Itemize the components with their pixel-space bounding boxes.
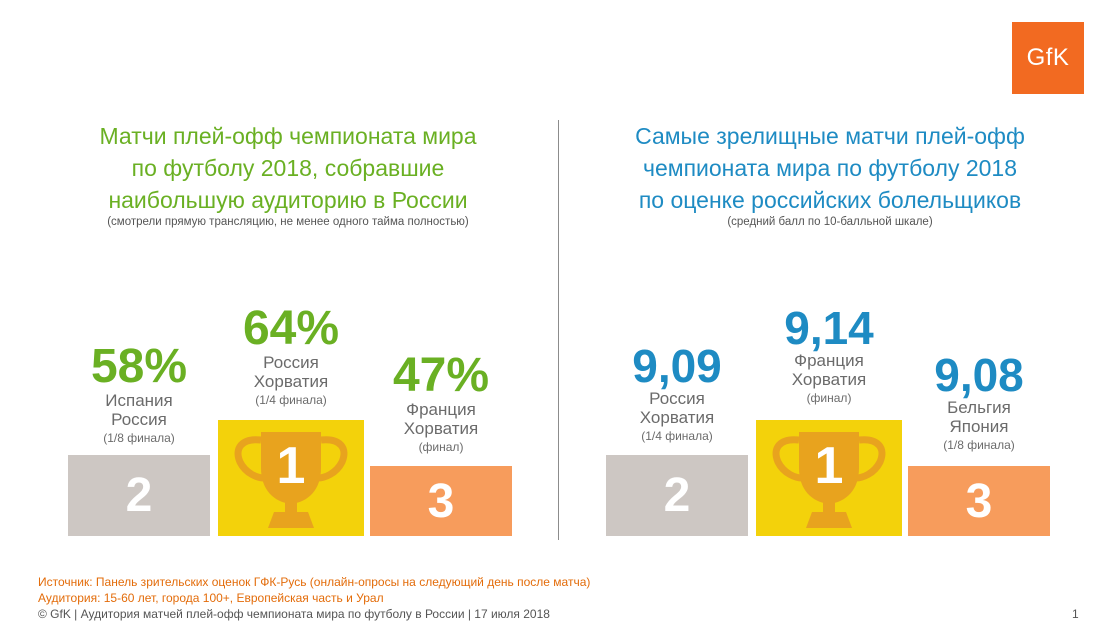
right-place-3-stage: (1/8 финала) — [943, 438, 1015, 452]
left-place-2-team1: Испания — [105, 391, 173, 410]
right-place-1-team1: Франция — [794, 351, 864, 370]
left-podium-2: 2 — [68, 455, 210, 536]
right-place-1-team2: Хорватия — [791, 370, 867, 389]
left-title: Матчи плей-офф чемпионата мира по футбол… — [38, 120, 538, 216]
right-podium-2: 2 — [606, 455, 748, 536]
right-place-1-value: 9,14 — [784, 302, 874, 354]
trophy-icon — [772, 432, 886, 528]
footer-copyright: © GfK | Аудитория матчей плей-офф чемпио… — [38, 607, 550, 621]
right-place-1-stage: (финал) — [806, 391, 852, 405]
right-place-3-value: 9,08 — [934, 349, 1024, 401]
right-podium-3: 3 — [908, 466, 1050, 536]
right-title-line-2: чемпионата мира по футболу 2018 — [642, 155, 1018, 181]
page-number: 1 — [1072, 607, 1079, 621]
right-place-3-team2: Япония — [949, 417, 1009, 436]
right-title-line-3: по оценке российских болельщиков — [638, 187, 1022, 213]
right-podium-3-rank: 3 — [965, 474, 993, 528]
trophy-icon — [234, 432, 348, 528]
right-place-2-team1: Россия — [649, 389, 705, 408]
left-place-1-stage: (1/4 финала) — [255, 393, 327, 407]
right-place-1-stat: 9,14 Франция Хорватия (финал) — [756, 305, 902, 406]
left-place-3-team1: Франция — [406, 400, 476, 419]
left-place-2-value: 58% — [90, 340, 188, 393]
right-place-3-stat: 9,08 Бельгия Япония (1/8 финала) — [908, 352, 1050, 453]
left-place-1-team2: Хорватия — [253, 372, 329, 391]
left-subtitle: (смотрели прямую трансляцию, не менее од… — [107, 216, 469, 228]
right-place-3-team1: Бельгия — [947, 398, 1011, 417]
left-podium-1: 1 — [218, 420, 364, 536]
right-podium-1-rank: 1 — [814, 437, 844, 495]
left-podium-1-rank: 1 — [276, 437, 306, 495]
left-place-3-value: 47% — [392, 349, 490, 402]
left-place-3-stage: (финал) — [418, 440, 464, 454]
right-place-2-stat: 9,09 Россия Хорватия (1/4 финала) — [606, 343, 748, 444]
source-note: Источник: Панель зрительских оценок ГФК-… — [38, 574, 590, 606]
left-title-line-1: Матчи плей-офф чемпионата мира — [99, 123, 477, 149]
left-place-2-team2: Россия — [111, 410, 167, 429]
left-place-2-stat: 58% Испания Россия (1/8 финала) — [68, 343, 210, 446]
right-subtitle: (средний балл по 10-балльной шкале) — [727, 216, 933, 228]
gfk-logo: GfK — [1012, 22, 1084, 94]
left-place-1-stat: 64% Россия Хорватия (1/4 финала) — [218, 305, 364, 408]
center-divider — [558, 120, 559, 540]
left-place-1-team1: Россия — [263, 353, 319, 372]
source-line-2: Аудитория: 15-60 лет, города 100+, Европ… — [38, 591, 384, 605]
left-place-1-value: 64% — [242, 302, 340, 355]
left-title-line-2: по футболу 2018, собравшие — [131, 155, 445, 181]
right-title-line-1: Самые зрелищные матчи плей-офф — [635, 123, 1025, 149]
left-podium-3-rank: 3 — [427, 474, 455, 528]
right-place-2-stage: (1/4 финала) — [641, 429, 713, 443]
left-title-line-3: наибольшую аудиторию в России — [108, 187, 468, 213]
right-podium-1: 1 — [756, 420, 902, 536]
right-place-2-team2: Хорватия — [639, 408, 715, 427]
logo-text: GfK — [1026, 44, 1070, 71]
right-podium-2-rank: 2 — [663, 469, 691, 522]
left-place-2-stage: (1/8 финала) — [103, 431, 175, 445]
left-podium-2-rank: 2 — [125, 469, 153, 522]
left-podium-3: 3 — [370, 466, 512, 536]
right-title: Самые зрелищные матчи плей-офф чемпионат… — [580, 120, 1080, 216]
left-place-3-stat: 47% Франция Хорватия (финал) — [370, 352, 512, 455]
right-place-2-value: 9,09 — [632, 340, 722, 392]
left-place-3-team2: Хорватия — [403, 419, 479, 438]
source-line-1: Источник: Панель зрительских оценок ГФК-… — [38, 575, 591, 589]
